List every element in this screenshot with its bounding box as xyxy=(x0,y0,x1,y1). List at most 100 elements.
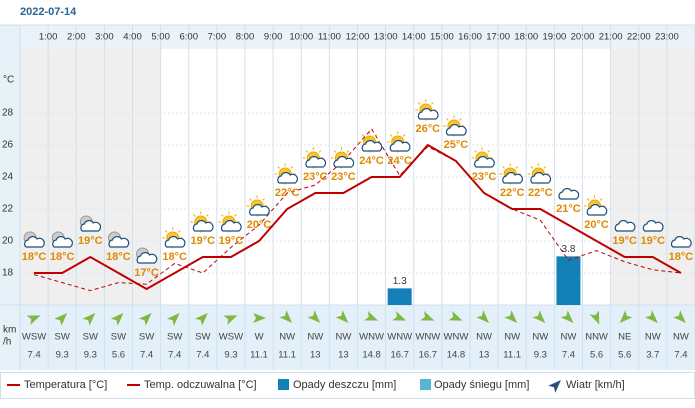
weather-icon xyxy=(558,188,580,200)
sun-ray xyxy=(262,198,265,201)
hour-label: 16:00 xyxy=(458,32,482,43)
hour-label: 22:00 xyxy=(627,32,651,43)
wind-arrow xyxy=(560,310,574,323)
cloud xyxy=(333,156,355,168)
cloud xyxy=(220,220,242,232)
weather-icon xyxy=(359,131,383,153)
sun-ray xyxy=(221,214,224,217)
weather-icon xyxy=(162,227,186,249)
legend-label: Opady śniegu [mm] xyxy=(434,379,529,391)
wind-speed: 5.6 xyxy=(618,350,631,361)
weather-icon xyxy=(107,231,130,248)
wind-arrow xyxy=(253,313,267,323)
y-tick-label: 18 xyxy=(2,268,14,279)
wind-direction: SW xyxy=(139,332,154,343)
hour-label: 7:00 xyxy=(208,32,227,43)
weather-icon xyxy=(443,115,467,137)
weather-icon xyxy=(190,211,214,233)
sun-ray xyxy=(431,102,434,105)
wind-speed: 7.4 xyxy=(140,350,153,361)
sun-ray xyxy=(402,134,406,137)
wind-speed: 14.8 xyxy=(447,350,466,361)
wind-arrow xyxy=(110,313,124,326)
cloud xyxy=(642,220,664,232)
wind-direction: WSW xyxy=(22,332,46,343)
cloud xyxy=(136,252,158,264)
cloud xyxy=(24,236,45,248)
hour-label: 6:00 xyxy=(180,32,199,43)
wind-arrow xyxy=(82,313,96,326)
legend-label: Temperatura [°C] xyxy=(24,379,107,391)
sun-ray xyxy=(543,166,547,169)
legend-label: Opady deszczu [mm] xyxy=(293,379,396,391)
wind-arrow xyxy=(166,313,180,326)
sun-ray xyxy=(474,150,477,153)
wind-direction: WNW xyxy=(415,332,440,343)
weather-icon xyxy=(499,163,523,185)
cloud xyxy=(305,156,327,168)
hour-label: 5:00 xyxy=(151,32,170,43)
temp-label: 20°C xyxy=(247,219,272,231)
cloud xyxy=(164,236,186,248)
wind-arrow xyxy=(54,313,68,326)
temp-label: 20°C xyxy=(584,219,609,231)
y-tick-label: 20 xyxy=(2,236,14,247)
sun-ray xyxy=(305,150,309,153)
wind-arrow xyxy=(532,310,546,323)
wind-direction: NW xyxy=(504,332,520,343)
temp-label: 19°C xyxy=(78,235,103,247)
wind-speed: 7.4 xyxy=(562,350,575,361)
sun-ray xyxy=(277,166,280,169)
wind-speed: 13 xyxy=(310,350,321,361)
wind-direction: NW xyxy=(673,332,689,343)
sun-ray xyxy=(290,166,293,169)
sun-ray xyxy=(418,102,421,105)
wind-speed: 5.6 xyxy=(590,350,603,361)
temp-label: 19°C xyxy=(641,235,666,247)
wind-speed: 16.7 xyxy=(390,350,409,361)
rain-bar xyxy=(387,288,412,305)
weather-icon xyxy=(387,131,411,153)
wind-direction: NW xyxy=(645,332,661,343)
hour-label: 13:00 xyxy=(374,32,398,43)
wind-direction: NW xyxy=(336,332,352,343)
cloud xyxy=(530,172,552,184)
cloud xyxy=(52,236,73,248)
weather-icon xyxy=(471,147,495,169)
wind-speed: 11.1 xyxy=(278,350,296,361)
wind-arrow xyxy=(619,310,633,323)
sun-ray xyxy=(515,166,518,169)
wind-speed: 5.6 xyxy=(112,350,125,361)
bar-label: 3.8 xyxy=(561,244,575,255)
weather-icon xyxy=(79,215,102,232)
sun-ray xyxy=(333,150,337,153)
sun-ray xyxy=(361,134,365,137)
legend-arrow xyxy=(548,380,561,393)
temp-label: 22°C xyxy=(275,187,300,199)
sun-ray xyxy=(599,198,603,201)
y-unit: °C xyxy=(3,75,14,86)
hour-label: 21:00 xyxy=(599,32,623,43)
hour-label: 8:00 xyxy=(236,32,255,43)
sun-ray xyxy=(389,134,393,137)
hour-label: 4:00 xyxy=(123,32,142,43)
hour-label: 23:00 xyxy=(655,32,679,43)
temp-label: 21°C xyxy=(556,203,581,215)
weather-icon xyxy=(23,231,45,248)
sun-ray xyxy=(177,230,181,233)
wind-speed: 14.8 xyxy=(362,350,381,361)
sun-ray xyxy=(374,134,378,137)
sun-ray xyxy=(586,198,590,201)
temp-label: 23°C xyxy=(303,171,328,183)
sun-ray xyxy=(249,198,252,201)
sun-ray xyxy=(502,166,505,169)
wind-arrow xyxy=(195,313,208,326)
temp-label: 24°C xyxy=(359,155,384,167)
sun-ray xyxy=(487,150,490,153)
weather-icon xyxy=(218,211,242,233)
wind-speed: 13 xyxy=(479,350,490,361)
axis-strip xyxy=(0,25,20,370)
wind-unit: /h xyxy=(3,337,11,348)
wind-arrow xyxy=(673,310,686,323)
wind-arrow xyxy=(504,310,518,323)
